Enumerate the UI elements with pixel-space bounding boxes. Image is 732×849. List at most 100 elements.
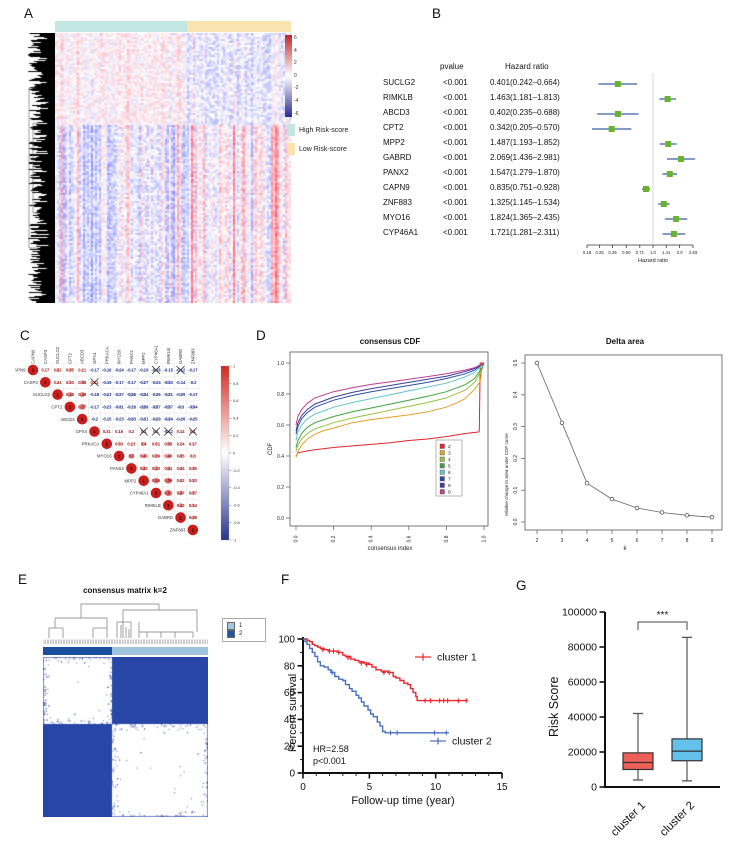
forest-hr-text: 0.402(0.235–0.688) [490,108,560,117]
x-tick-label: 10 [430,782,442,793]
corr-value: -0.17 [188,368,198,373]
corr-row-label: CPT2 [51,405,63,410]
corr-circle [129,392,134,397]
legend-swatch [439,443,445,449]
delta-title: Delta area [605,337,645,346]
corr-circle [154,381,158,384]
corr-circle [141,392,146,397]
forest-hr-text: 0.835(0.751–0.928) [490,183,560,192]
corr-value: 0.14 [177,429,186,434]
corr-circle [79,403,86,410]
box-category-label: cluster 1 [609,800,648,839]
corr-circle [163,500,174,511]
forest-pvalue: <0.001 [443,228,468,237]
corr-circle [191,405,195,409]
corr-circle [93,393,96,396]
corr-circle [179,381,182,384]
x-tick-label: 0.6 [406,535,412,542]
corr-circle [105,369,108,371]
corr-circle [142,368,145,372]
corr-circle [27,364,39,376]
corr-value: 0.5 [129,454,135,459]
corr-value: -0.31 [139,417,149,422]
panel-label-g: G [516,578,527,593]
hr-marker [677,156,684,162]
corr-circle [167,369,170,371]
axis-tick-label: 2.83 [689,250,698,255]
corr-value: -0.2 [91,417,99,422]
corr-circle [130,369,133,371]
ns-cross [188,427,198,436]
corr-value: -0.17 [127,380,137,385]
corr-value: 0.35 [177,454,186,459]
corr-circle [179,430,182,433]
corr-row-label: ABCD3 [60,417,75,422]
corr-circle [126,463,137,474]
y-tick-label: 0.0 [513,518,519,525]
corr-circle [81,368,84,372]
corr-value: -0.2 [189,380,197,385]
corr-circle [80,380,85,385]
corr-row-label: GABRD [158,515,173,520]
legend-swatch [439,450,445,456]
panel-label-b: B [432,6,442,21]
delta-point [534,360,540,366]
hr-marker [643,186,650,192]
low-risk-swatch [287,143,295,155]
ns-cross [90,378,99,387]
corr-value: 0.16 [115,429,124,434]
consensus-matrix-title: consensus matrix k=2 [83,586,167,595]
corr-circle [142,380,146,384]
y-tick-label: 40000 [568,712,597,724]
hr-marker [614,111,621,117]
ns-cross [151,427,161,436]
corr-value: 0.61 [164,491,173,496]
corr-circle [117,368,121,372]
forest-pvalue: <0.001 [443,198,468,207]
axes [604,612,720,788]
gene-dendrogram [27,33,55,303]
corr-circle [191,466,195,471]
plot-box [289,351,489,527]
low-risk-label: Low Risk-score [299,145,347,153]
corr-circle [128,453,135,459]
corr-circle [79,392,85,398]
legend-swatch [439,469,445,475]
corr-value: 0.45 [140,454,149,459]
ns-cross [176,365,185,375]
corr-circle [191,369,194,371]
corr-circle [166,466,171,471]
colorbar-tick: -4 [294,98,299,104]
corr-value: -0.24 [151,380,161,385]
corr-value: 1 [56,392,59,397]
high-risk-swatch [287,124,295,136]
corr-circle [55,368,60,372]
cb-tick-label: 0.8 [233,381,238,386]
colorbar-tick: 2 [294,60,297,67]
forest-gene: SUCLG2 [383,78,416,87]
ns-cross [164,427,173,436]
plot-box [524,354,723,531]
corr-value: 0.57 [78,404,87,409]
forest-hr-text: 0.342(0.205–0.570) [490,123,560,132]
corr-value: -0.31 [114,404,124,409]
cb-tick-label: 0.6 [233,398,238,403]
km-curve [303,638,449,734]
forest-pvalue: <0.001 [443,123,468,132]
colorbar-tick: -6 [294,110,299,117]
x-tick-label: 4 [586,538,589,544]
x-tick-label: 3 [561,538,564,544]
heatmap-colorbar-ticks: 6 4 2 0 -2 -4 -6 [294,35,314,117]
legend-label: 8 [448,483,451,489]
y-tick-label: 0.2 [277,485,284,491]
corr-circle [67,392,73,398]
axis-tick-label: 2.0 [677,250,684,255]
corr-row-label: MPP2 [124,478,136,483]
high-risk-label: High Risk-score [299,126,349,134]
corr-value: 1 [179,515,182,520]
corr-value: 0.48 [66,392,75,397]
legend-label: 1 [239,623,243,629]
x-tick-label: 0.0 [294,535,300,542]
corr-value: 0.4 [141,441,147,446]
